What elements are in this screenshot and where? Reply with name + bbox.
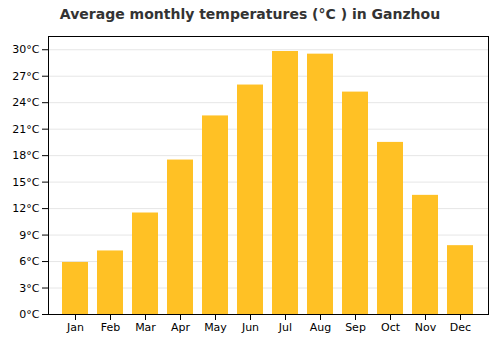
svg-text:3°C: 3°C — [19, 282, 39, 295]
svg-text:18°C: 18°C — [12, 149, 39, 162]
svg-text:Mar: Mar — [135, 321, 156, 334]
svg-text:15°C: 15°C — [12, 176, 39, 189]
svg-text:12°C: 12°C — [12, 202, 39, 215]
svg-text:Jul: Jul — [278, 321, 292, 334]
svg-text:Jun: Jun — [241, 321, 259, 334]
svg-text:27°C: 27°C — [12, 70, 39, 83]
svg-text:Aug: Aug — [310, 321, 331, 334]
svg-text:Sep: Sep — [345, 321, 366, 334]
svg-text:Nov: Nov — [415, 321, 437, 334]
html-text:Average monthly temperatures (: Average monthly temperatures (°C ) in Ga… — [59, 6, 441, 22]
svg-text:Feb: Feb — [101, 321, 120, 334]
svg-text:9°C: 9°C — [19, 229, 39, 242]
svg-text:21°C: 21°C — [12, 123, 39, 136]
svg-text:24°C: 24°C — [12, 96, 39, 109]
svg-text:Apr: Apr — [171, 321, 191, 334]
svg-text:May: May — [204, 321, 227, 334]
svg-text:Oct: Oct — [381, 321, 401, 334]
svg-text:30°C: 30°C — [12, 43, 39, 56]
svg-text:Jan: Jan — [66, 321, 84, 334]
svg-text:0°C: 0°C — [19, 308, 39, 321]
svg-text:6°C: 6°C — [19, 255, 39, 268]
svg-text:Dec: Dec — [450, 321, 471, 334]
